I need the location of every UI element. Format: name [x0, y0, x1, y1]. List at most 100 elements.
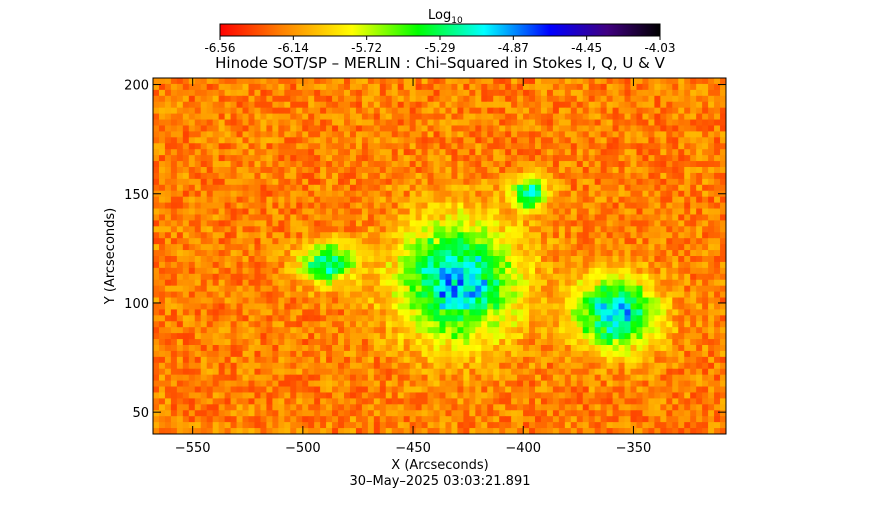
- heatmap-cell: [523, 184, 530, 192]
- heatmap-cell: [355, 78, 363, 85]
- heatmap-cell: [535, 297, 542, 305]
- heatmap-cell: [505, 297, 512, 305]
- heatmap-cell: [236, 261, 244, 269]
- heatmap-cell: [469, 315, 476, 322]
- heatmap-cell: [397, 368, 405, 376]
- heatmap-cell: [236, 297, 244, 305]
- heatmap-cell: [552, 78, 560, 85]
- heatmap-cell: [373, 339, 381, 346]
- heatmap-cell: [344, 321, 351, 328]
- heatmap-cell: [696, 125, 703, 132]
- heatmap-cell: [153, 107, 160, 115]
- heatmap-cell: [702, 149, 709, 156]
- heatmap-cell: [505, 107, 512, 115]
- heatmap-cell: [493, 273, 500, 281]
- heatmap-cell: [218, 303, 226, 310]
- heatmap-cell: [158, 339, 166, 346]
- colorbar-label-main: Log: [428, 8, 451, 23]
- heatmap-cell: [302, 339, 309, 346]
- heatmap-cell: [326, 279, 333, 287]
- heatmap-cell: [636, 178, 644, 186]
- heatmap-cell: [158, 232, 166, 239]
- heatmap-cell: [236, 321, 244, 328]
- heatmap-cell: [463, 178, 470, 186]
- heatmap-cell: [218, 167, 226, 174]
- heatmap-cell: [206, 356, 214, 364]
- heatmap-cell: [678, 339, 685, 346]
- heatmap-cell: [540, 267, 548, 275]
- heatmap-cell: [469, 309, 476, 316]
- heatmap-cell: [445, 143, 453, 150]
- heatmap-cell: [529, 226, 536, 233]
- heatmap-cell: [433, 107, 441, 115]
- heatmap-cell: [672, 101, 679, 109]
- heatmap-cell: [648, 89, 655, 97]
- heatmap-cell: [672, 196, 679, 204]
- heatmap-cell: [188, 345, 196, 352]
- heatmap-cell: [248, 345, 256, 352]
- heatmap-cell: [290, 303, 297, 310]
- heatmap-cell: [296, 113, 303, 121]
- heatmap-cell: [463, 238, 470, 245]
- heatmap-cell: [427, 113, 435, 121]
- heatmap-cell: [678, 131, 685, 138]
- heatmap-cell: [648, 119, 655, 127]
- heatmap-cell: [236, 113, 244, 121]
- heatmap-cell: [344, 208, 351, 216]
- heatmap-cell: [266, 131, 273, 138]
- heatmap-cell: [636, 226, 644, 233]
- heatmap-cell: [206, 303, 214, 310]
- heatmap-cell: [499, 321, 506, 328]
- heatmap-cell: [708, 220, 715, 227]
- heatmap-cell: [200, 119, 208, 127]
- heatmap-cell: [379, 113, 387, 121]
- heatmap-cell: [618, 107, 626, 115]
- heatmap-cell: [493, 250, 500, 257]
- heatmap-cell: [535, 345, 542, 352]
- heatmap-cell: [439, 190, 447, 198]
- heatmap-cell: [451, 333, 459, 340]
- heatmap-cell: [344, 362, 351, 370]
- heatmap-cell: [690, 374, 697, 382]
- heatmap-cell: [708, 89, 715, 97]
- heatmap-cell: [552, 315, 560, 322]
- heatmap-cell: [696, 356, 703, 364]
- heatmap-cell: [552, 333, 560, 340]
- heatmap-cell: [696, 345, 703, 352]
- heatmap-cell: [654, 279, 661, 287]
- heatmap-cell: [212, 309, 220, 316]
- heatmap-cell: [636, 119, 644, 127]
- heatmap-cell: [415, 303, 423, 310]
- heatmap-cell: [338, 315, 345, 322]
- heatmap-cell: [272, 244, 279, 251]
- heatmap-cell: [224, 309, 232, 316]
- heatmap-cell: [439, 167, 447, 174]
- heatmap-cell: [326, 137, 333, 144]
- heatmap-cell: [511, 297, 518, 305]
- heatmap-cell: [212, 362, 220, 370]
- heatmap-cell: [481, 184, 488, 192]
- heatmap-cell: [332, 101, 339, 109]
- heatmap-cell: [164, 291, 172, 299]
- heatmap-cell: [648, 261, 655, 269]
- heatmap-cell: [278, 196, 285, 204]
- heatmap-cell: [505, 196, 512, 204]
- heatmap-cell: [248, 315, 256, 322]
- heatmap-cell: [332, 113, 339, 121]
- heatmap-cell: [546, 279, 554, 287]
- heatmap-cell: [439, 119, 447, 127]
- heatmap-cell: [367, 267, 375, 275]
- heatmap-cell: [403, 131, 411, 138]
- heatmap-cell: [523, 273, 530, 281]
- heatmap-cell: [463, 113, 470, 121]
- heatmap-cell: [582, 232, 590, 239]
- heatmap-cell: [320, 190, 327, 198]
- heatmap-cell: [272, 273, 279, 281]
- heatmap-cell: [654, 291, 661, 299]
- heatmap-cell: [433, 350, 441, 358]
- heatmap-cell: [379, 244, 387, 251]
- heatmap-cell: [254, 238, 262, 245]
- heatmap-cell: [433, 119, 441, 127]
- heatmap-cell: [266, 339, 273, 346]
- heatmap-cell: [618, 309, 626, 316]
